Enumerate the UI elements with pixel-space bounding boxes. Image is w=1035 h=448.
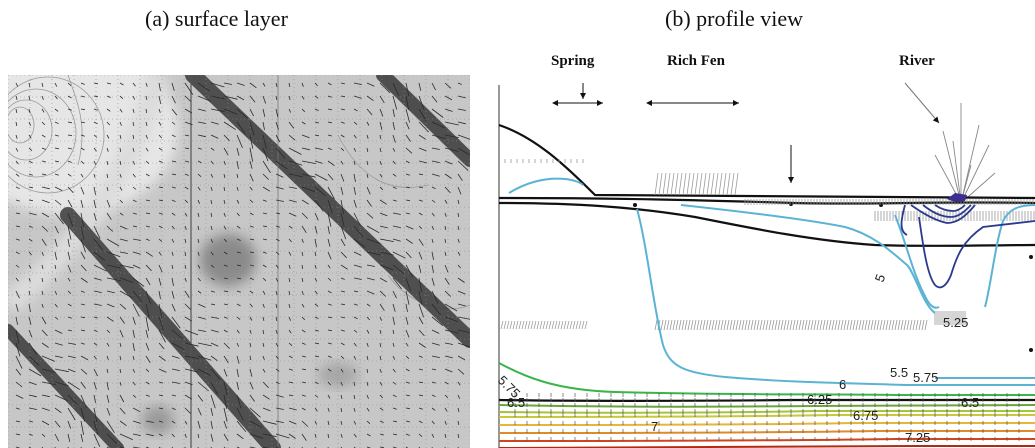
river-contours (900, 204, 1035, 289)
river-channel-fill (947, 193, 967, 202)
river-pointer-arrow (904, 82, 940, 124)
contour-5-5 (636, 208, 1035, 386)
contour-5-25-left (894, 214, 940, 309)
profile-view-svg: Spring Rich Fen River (495, 53, 1035, 448)
layer-boundaries (498, 123, 1035, 247)
label-river: River (899, 53, 935, 69)
surface-layer-map (8, 75, 470, 448)
contour-label-6-5-right: 6.5 (961, 395, 979, 410)
topo-contours (8, 75, 470, 310)
label-spring: Spring (551, 53, 595, 69)
river-vector-fan (934, 103, 996, 204)
dark-bands (8, 75, 470, 448)
contour-label-7-25: 7.25 (905, 430, 930, 445)
contour-label-5: 5 (872, 272, 889, 284)
deep-contour-ticks (514, 393, 1020, 441)
flow-vectors (15, 82, 470, 448)
contour-5-25-right (984, 204, 1035, 308)
surface-layer-svg (8, 75, 470, 448)
contour-label-6-5-left: 6.5 (507, 395, 525, 410)
caption-surface-layer: (a) surface layer (145, 6, 288, 31)
contour-label-6-75: 6.75 (853, 408, 878, 423)
contour-label-6: 6 (839, 377, 846, 392)
contour-label-7: 7 (651, 419, 658, 434)
profile-view-section: Spring Rich Fen River (495, 45, 1035, 448)
hatched-vectors (500, 159, 1035, 331)
layer-nodes (633, 202, 1033, 352)
contour-label-5-75-right: 5.75 (913, 370, 938, 385)
contour-fen-upper (680, 204, 936, 314)
contour-label-5-5: 5.5 (890, 365, 908, 380)
dark-patch (142, 406, 174, 434)
contour-label-5-25: 5.25 (943, 315, 968, 330)
spring-contour (508, 177, 584, 194)
caption-profile-view: (b) profile view (665, 6, 804, 31)
map-grid (8, 75, 470, 448)
pale-channel (8, 75, 169, 314)
contour-label-6-25: 6.25 (807, 392, 832, 407)
label-rich-fen: Rich Fen (667, 53, 726, 69)
